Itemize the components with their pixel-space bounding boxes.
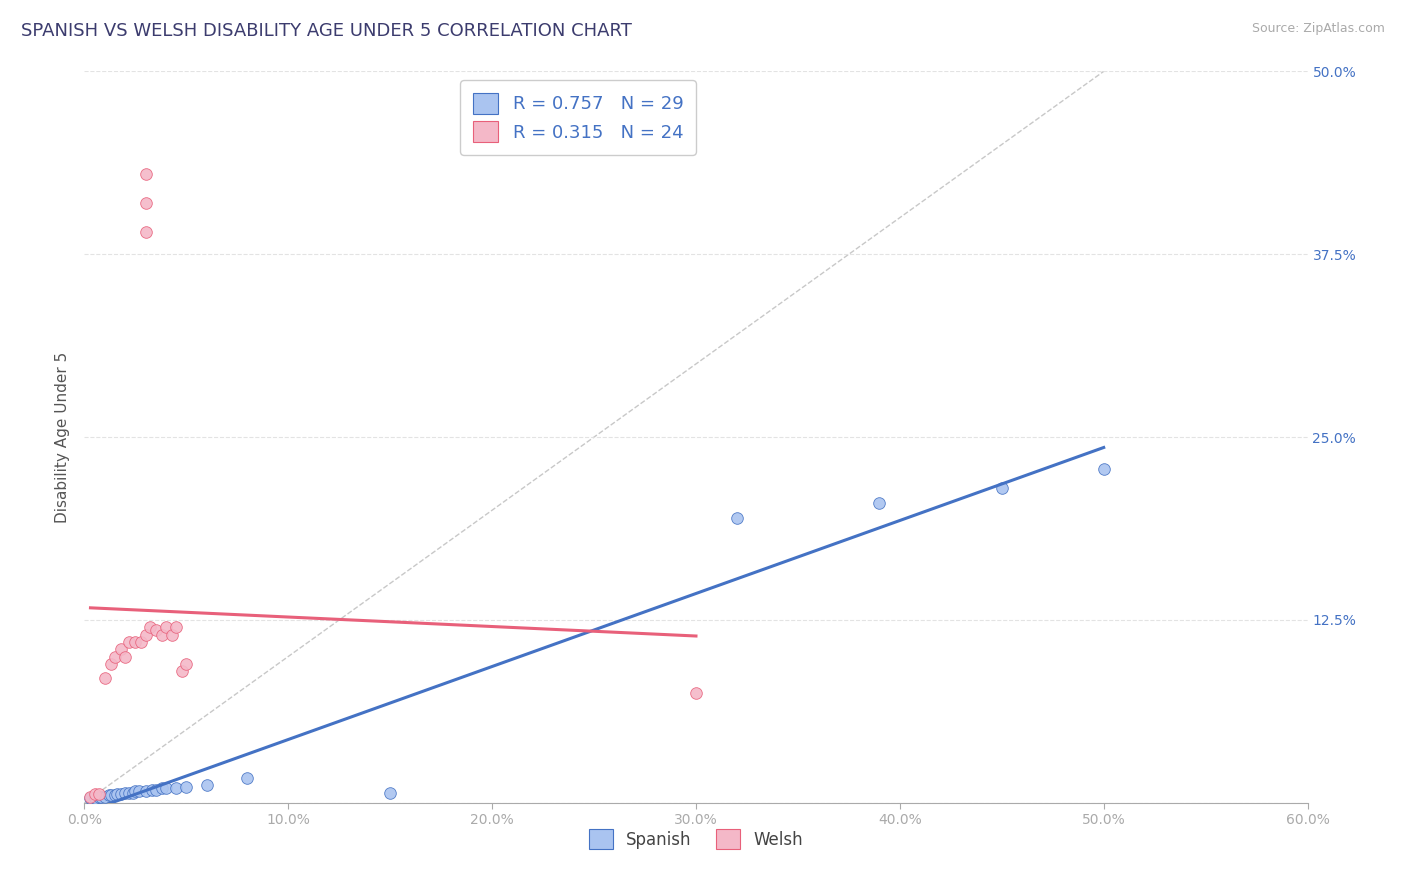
Point (124, 784, 146, 798)
Point (87, 789, 110, 804)
Point (87, 787, 110, 801)
Point (138, 620, 160, 634)
Point (135, 627, 157, 641)
Point (135, 225, 157, 239)
Point (83, 787, 105, 801)
Legend: Spanish, Welsh: Spanish, Welsh (578, 818, 814, 860)
Point (105, 787, 128, 801)
Text: Source: ZipAtlas.com: Source: ZipAtlas.com (1251, 22, 1385, 36)
Point (128, 784, 150, 798)
Point (145, 623, 167, 637)
Point (83, 791, 105, 805)
Point (141, 782, 163, 797)
Point (155, 620, 177, 634)
Y-axis label: Disability Age Under 5: Disability Age Under 5 (55, 351, 70, 523)
Point (104, 649, 127, 664)
Point (725, 510, 748, 524)
Point (145, 782, 167, 797)
Point (135, 167, 157, 181)
Point (195, 778, 218, 792)
Point (93, 789, 115, 804)
Point (1092, 462, 1115, 476)
Point (93, 672, 115, 686)
Point (118, 786, 141, 800)
Point (165, 620, 187, 634)
Point (174, 657, 197, 671)
Point (79, 791, 101, 805)
Point (100, 789, 122, 803)
Text: SPANISH VS WELSH DISABILITY AGE UNDER 5 CORRELATION CHART: SPANISH VS WELSH DISABILITY AGE UNDER 5 … (21, 22, 631, 40)
Point (991, 481, 1014, 495)
Point (172, 664, 194, 678)
Point (380, 786, 402, 800)
Point (110, 787, 132, 801)
Point (174, 780, 197, 794)
Point (155, 781, 177, 796)
Point (236, 771, 259, 785)
Point (114, 786, 136, 800)
Point (160, 627, 183, 641)
Point (135, 196, 157, 211)
Point (150, 781, 173, 796)
Point (100, 657, 122, 671)
Point (79, 789, 101, 804)
Point (131, 635, 153, 649)
Point (135, 784, 157, 798)
Point (124, 635, 146, 649)
Point (165, 781, 187, 796)
Point (110, 642, 132, 657)
Point (122, 786, 145, 800)
Point (869, 496, 891, 510)
Point (97, 789, 120, 803)
Point (685, 686, 707, 700)
Point (90, 789, 112, 804)
Point (104, 789, 127, 803)
Point (114, 649, 136, 664)
Point (118, 635, 141, 649)
Point (150, 627, 173, 641)
